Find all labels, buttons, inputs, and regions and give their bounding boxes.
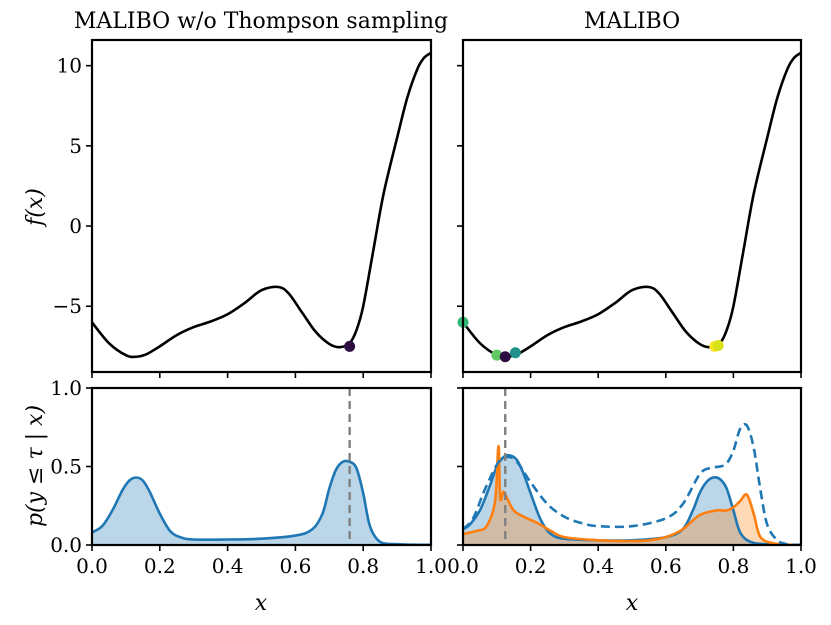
x-tick-label: 0.8 <box>717 554 749 578</box>
x-tick-label: 0.2 <box>144 554 176 578</box>
bottom-right-xlabel: x <box>626 591 639 616</box>
right-panel-title: MALIBO <box>584 9 680 34</box>
y-tick-label: 5 <box>69 134 82 158</box>
series-line-probability <box>92 459 431 545</box>
x-tick-label: 0.4 <box>212 554 244 578</box>
observation-point <box>712 340 724 352</box>
observation-point <box>509 347 521 359</box>
plot-area <box>463 51 801 359</box>
plot-area <box>92 51 431 359</box>
top-right-panel <box>457 38 803 378</box>
top-left-panel: −5 0 5 10 <box>53 38 433 378</box>
series-fill-orange-filled <box>463 446 801 545</box>
x-tick-label: 0.4 <box>582 554 614 578</box>
axes-frame <box>461 38 803 374</box>
y-tick-label: 0 <box>69 214 82 238</box>
x-tick-label: 0.0 <box>447 554 479 578</box>
x-tick-label: 0.2 <box>515 554 547 578</box>
top-ylabel: f(x) <box>23 188 48 228</box>
x-tick-label: 0.6 <box>650 554 682 578</box>
bottom-ylabel: p(y ≤ τ | x) <box>23 405 48 527</box>
y-tick-label: 1.0 <box>50 376 82 400</box>
y-tick-label: −5 <box>53 294 82 318</box>
axes-frame <box>90 38 433 374</box>
y-tick-label: 10 <box>57 54 82 78</box>
x-tick-label: 1.0 <box>785 554 817 578</box>
bottom-left-panel: 0.0 0.5 1.0 0.0 0.2 0.4 0.6 0.8 1.0 <box>50 376 447 578</box>
y-tick-label: 0.0 <box>50 533 82 557</box>
bottom-right-panel: 0.0 0.2 0.4 0.6 0.8 1.0 <box>447 386 817 578</box>
left-panel-title: MALIBO w/o Thompson sampling <box>74 9 448 34</box>
series-line-orange-filled <box>463 444 801 545</box>
observation-point <box>491 349 503 361</box>
observation-point <box>499 351 511 363</box>
x-tick-label: 0.8 <box>347 554 379 578</box>
x-tick-label: 0.0 <box>76 554 108 578</box>
y-tick-label: 0.5 <box>50 455 82 479</box>
x-tick-label: 0.6 <box>279 554 311 578</box>
plot-area <box>92 459 431 545</box>
series-fill-probability <box>92 460 431 545</box>
series-line-f(x) <box>92 51 431 359</box>
bottom-left-xlabel: x <box>255 591 268 616</box>
x-tick-label: 1.0 <box>415 554 447 578</box>
observation-point <box>344 340 356 352</box>
plot-area <box>463 422 801 545</box>
series-line-f(x) <box>463 51 801 359</box>
